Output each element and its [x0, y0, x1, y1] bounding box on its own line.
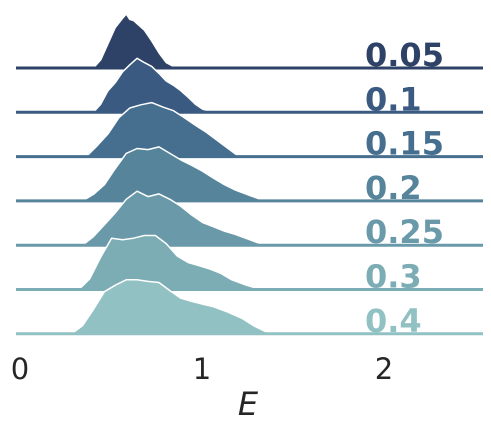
ridge-label: 0.25 — [365, 213, 444, 251]
ridge-row: 0.05 — [16, 13, 483, 74]
ridge-label: 0.3 — [365, 258, 422, 296]
ridge-row: 0.4 — [16, 279, 483, 340]
ridge-area — [92, 57, 218, 114]
ridge-row: 0.3 — [16, 234, 483, 296]
ridge-label: 0.05 — [365, 36, 444, 74]
ridge-area — [78, 234, 262, 291]
ridge-label: 0.4 — [365, 302, 422, 340]
ridge-row: 0.15 — [16, 101, 483, 163]
ridge-row: 0.1 — [16, 57, 483, 118]
x-axis-ticks: 0 1 2 — [11, 352, 393, 386]
ridge-label: 0.15 — [365, 125, 444, 163]
ridges-group: 0.05 0.1 0.15 0.2 0.25 0.3 0.4 — [16, 13, 483, 340]
ridge-area — [81, 190, 266, 246]
ridge-row: 0.2 — [16, 146, 483, 207]
ridge-label: 0.2 — [365, 169, 422, 207]
ridge-area — [70, 279, 277, 335]
ridge-row: 0.25 — [16, 190, 483, 251]
ridge-label: 0.1 — [365, 80, 422, 118]
x-tick-label: 2 — [375, 352, 393, 386]
x-tick-label: 1 — [193, 352, 211, 386]
ridge-area — [81, 146, 266, 202]
ridge-area — [85, 101, 240, 158]
x-axis-label: E — [238, 385, 259, 423]
ridge-area — [92, 13, 182, 69]
x-tick-label: 0 — [11, 352, 29, 386]
